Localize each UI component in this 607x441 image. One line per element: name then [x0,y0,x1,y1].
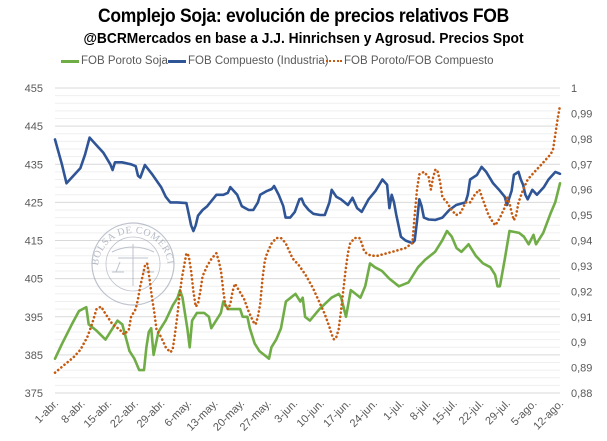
x-tick-label: 15-jul. [430,398,460,428]
series-lines [53,104,562,374]
left-tick-label: 375 [25,388,43,400]
gridlines [55,87,560,394]
right-tick-label: 0,9 [571,337,586,349]
legend-item-compuesto: FOB Compuesto (Industria) [168,55,329,67]
right-tick-label: 0,94 [571,236,592,248]
right-tick-label: 0,89 [571,363,592,375]
x-tick-label: 12-ago. [531,398,566,433]
right-tick-label: 0,91 [571,312,592,324]
left-tick-label: 415 [25,236,43,248]
left-tick-label: 435 [25,159,43,171]
chart-title: Complejo Soja: evolución de precios rela… [98,6,509,27]
right-tick-label: 0,93 [571,261,592,273]
right-tick-label: 0,97 [571,159,592,171]
x-tick-label: 1-jul. [381,398,406,423]
left-tick-label: 405 [25,274,43,286]
legend-swatch-green [61,59,79,63]
chart-subtitle: @BCRMercados en base a J.J. Hinrichsen y… [83,30,524,47]
legend-label-poroto: FOB Poroto Soja [81,55,168,67]
x-tick-label: 22-abr. [108,398,141,431]
right-tick-label: 1 [571,83,577,95]
left-tick-label: 395 [25,312,43,324]
right-tick-label: 0,95 [571,210,592,222]
x-tick-label: 17-jun. [321,398,353,430]
legend-item-ratio: FOB Poroto/FOB Compuesto [326,55,494,67]
bcr-seal-watermark: BOLSA DE COMERCIO DE ROSARIO [0,0,175,306]
series-line-2 [53,104,562,374]
x-tick-label: 24-jun. [348,398,380,430]
left-tick-label: 385 [25,350,43,362]
right-tick-label: 0,98 [571,134,592,146]
right-tick-label: 0,88 [571,388,592,400]
left-tick-label: 445 [25,121,43,133]
x-tick-label: 29-jul. [483,398,513,428]
legend-item-poroto: FOB Poroto Soja [61,55,168,67]
legend-swatch-blue [168,59,186,63]
series-line-0 [53,182,562,372]
left-axis-ticks: 375 385 395 405 415 425 435 445 455 [25,83,43,400]
right-axis-ticks: 0,88 0,89 0,9 0,91 0,92 0,93 0,94 0,95 0,96 0,97 0… [571,83,592,400]
series-line-1 [53,136,562,245]
x-axis-ticks: 1-abr.8-abr.15-abr.22-abr.29-abr.6-may.1… [33,398,566,434]
x-tick-label: 22-jul. [457,398,487,428]
x-tick-label: 15-abr. [82,398,115,431]
legend: FOB Poroto Soja FOB Compuesto (Industria… [0,55,607,71]
right-tick-label: 0,99 [571,108,592,120]
x-tick-label: 10-jun. [295,398,327,430]
right-tick-label: 0,96 [571,185,592,197]
x-tick-label: 1-abr. [33,398,61,426]
legend-swatch-orange [326,60,342,62]
legend-label-compuesto: FOB Compuesto (Industria) [188,55,329,67]
x-tick-label: 29-abr. [135,398,168,431]
left-tick-label: 455 [25,83,43,95]
legend-label-ratio: FOB Poroto/FOB Compuesto [344,55,494,67]
left-tick-label: 425 [25,197,43,209]
right-tick-label: 0,92 [571,286,592,298]
